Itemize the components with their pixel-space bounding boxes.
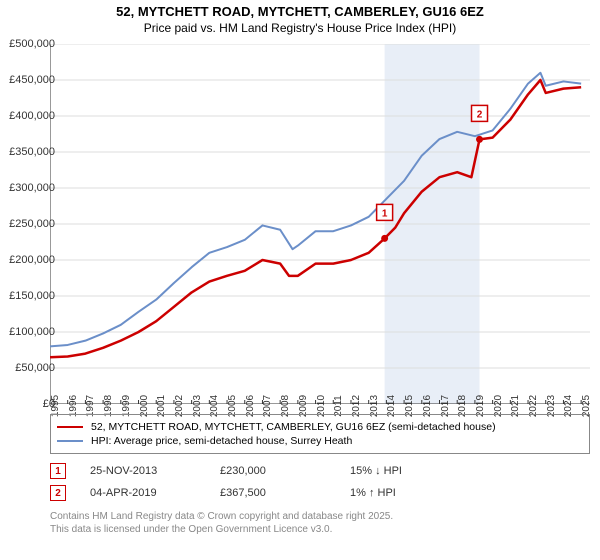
marker-badge-2: 2 bbox=[50, 485, 66, 501]
legend-label-hpi: HPI: Average price, semi-detached house,… bbox=[91, 435, 352, 447]
ytick-label: £0 bbox=[5, 398, 55, 410]
ytick-label: £350,000 bbox=[5, 146, 55, 158]
title-line1: 52, MYTCHETT ROAD, MYTCHETT, CAMBERLEY, … bbox=[0, 4, 600, 19]
marker-badge-1: 1 bbox=[50, 463, 66, 479]
marker-table: 1 25-NOV-2013 £230,000 15% ↓ HPI 2 04-AP… bbox=[50, 460, 450, 504]
ytick-label: £50,000 bbox=[5, 362, 55, 374]
ytick-label: £500,000 bbox=[5, 38, 55, 50]
ytick-label: £300,000 bbox=[5, 182, 55, 194]
marker-row-2: 2 04-APR-2019 £367,500 1% ↑ HPI bbox=[50, 482, 450, 504]
attribution-line2: This data is licensed under the Open Gov… bbox=[50, 523, 393, 536]
ytick-label: £450,000 bbox=[5, 74, 55, 86]
ytick-label: £200,000 bbox=[5, 254, 55, 266]
legend-swatch-property bbox=[57, 426, 83, 428]
attribution-line1: Contains HM Land Registry data © Crown c… bbox=[50, 510, 393, 523]
marker-price-1: £230,000 bbox=[220, 465, 350, 477]
title-block: 52, MYTCHETT ROAD, MYTCHETT, CAMBERLEY, … bbox=[0, 0, 600, 35]
legend-label-property: 52, MYTCHETT ROAD, MYTCHETT, CAMBERLEY, … bbox=[91, 421, 496, 433]
legend-swatch-hpi bbox=[57, 440, 83, 442]
ytick-label: £100,000 bbox=[5, 326, 55, 338]
marker-date-1: 25-NOV-2013 bbox=[90, 465, 220, 477]
ytick-label: £150,000 bbox=[5, 290, 55, 302]
svg-text:1: 1 bbox=[382, 208, 388, 219]
ytick-label: £400,000 bbox=[5, 110, 55, 122]
svg-text:2: 2 bbox=[477, 109, 483, 120]
marker-delta-1: 15% ↓ HPI bbox=[350, 465, 450, 477]
title-line2: Price paid vs. HM Land Registry's House … bbox=[0, 21, 600, 35]
chart-container: 52, MYTCHETT ROAD, MYTCHETT, CAMBERLEY, … bbox=[0, 0, 600, 560]
ytick-label: £250,000 bbox=[5, 218, 55, 230]
legend: 52, MYTCHETT ROAD, MYTCHETT, CAMBERLEY, … bbox=[50, 414, 590, 454]
marker-date-2: 04-APR-2019 bbox=[90, 487, 220, 499]
price-chart: 12 bbox=[50, 44, 590, 404]
marker-row-1: 1 25-NOV-2013 £230,000 15% ↓ HPI bbox=[50, 460, 450, 482]
legend-row-property: 52, MYTCHETT ROAD, MYTCHETT, CAMBERLEY, … bbox=[57, 421, 583, 433]
marker-price-2: £367,500 bbox=[220, 487, 350, 499]
marker-delta-2: 1% ↑ HPI bbox=[350, 487, 450, 499]
legend-row-hpi: HPI: Average price, semi-detached house,… bbox=[57, 435, 583, 447]
attribution: Contains HM Land Registry data © Crown c… bbox=[50, 510, 393, 536]
